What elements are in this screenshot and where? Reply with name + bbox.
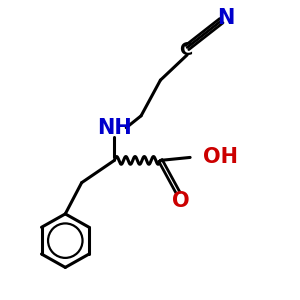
Text: N: N [217, 8, 235, 28]
Text: OH: OH [203, 147, 238, 167]
Text: O: O [172, 190, 190, 211]
Text: NH: NH [97, 118, 132, 138]
Text: C: C [179, 41, 192, 59]
